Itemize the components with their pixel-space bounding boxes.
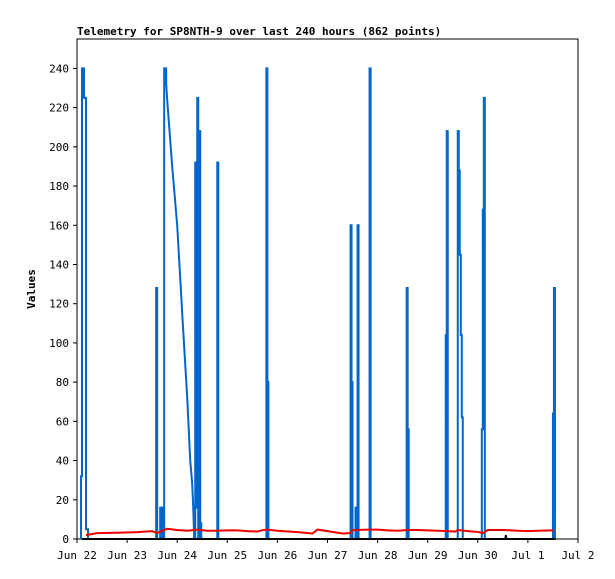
- y-tick-label: 40: [56, 455, 69, 468]
- y-tick-label: 240: [49, 62, 69, 75]
- y-tick-label: 180: [49, 180, 69, 193]
- series-line-2: [85, 527, 553, 537]
- y-tick-label: 60: [56, 415, 69, 428]
- x-tick-label: Jun 30: [458, 549, 498, 562]
- x-tick-label: Jun 25: [207, 549, 247, 562]
- x-tick-label: Jun 23: [107, 549, 147, 562]
- y-tick-label: 100: [49, 337, 69, 350]
- y-tick-label: 80: [56, 376, 69, 389]
- y-axis-label: Values: [25, 269, 38, 309]
- x-tick-label: Jun 28: [358, 549, 398, 562]
- chart-title: Telemetry for SP8NTH-9 over last 240 hou…: [77, 25, 441, 38]
- x-tick-label: Jun 24: [157, 549, 197, 562]
- x-tick-label: Jul 2: [561, 549, 594, 562]
- y-tick-label: 120: [49, 298, 69, 311]
- y-tick-label: 20: [56, 494, 69, 507]
- series-line-1: [80, 67, 556, 540]
- y-tick-label: 160: [49, 219, 69, 232]
- x-tick-label: Jun 27: [308, 549, 348, 562]
- x-tick-label: Jul 1: [511, 549, 544, 562]
- x-tick-label: Jun 29: [408, 549, 448, 562]
- x-tick-label: Jun 26: [258, 549, 298, 562]
- y-tick-label: 140: [49, 258, 69, 271]
- series-line-3: [82, 534, 556, 540]
- x-axis: Jun 22 Jun 23 Jun 24 Jun 25 Jun 26 Jun 27 Jun …: [57, 539, 595, 562]
- y-tick-label: 200: [49, 141, 69, 154]
- plot-frame: [76, 38, 579, 540]
- y-tick-label: 220: [49, 102, 69, 115]
- x-tick-label: Jun 22: [57, 549, 97, 562]
- series-layer: [80, 67, 556, 540]
- y-axis: 0 20 40 60 80 100 120 140 160 180 200 220 240: [49, 62, 77, 546]
- y-tick-label: 0: [62, 533, 69, 546]
